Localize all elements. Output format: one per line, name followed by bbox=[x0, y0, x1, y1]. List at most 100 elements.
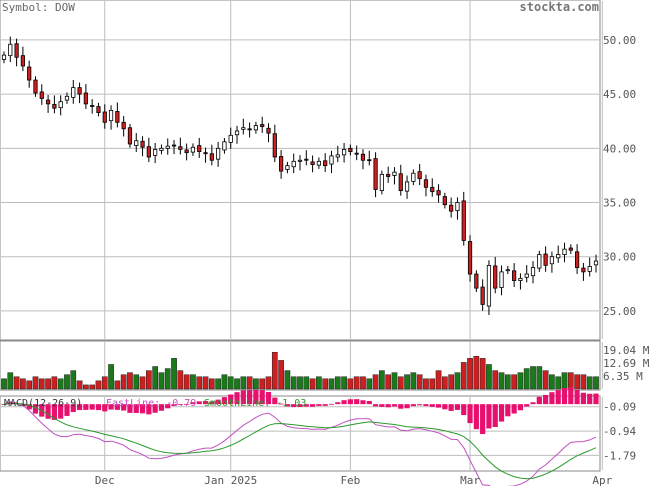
candle-body bbox=[203, 152, 208, 155]
volume-bar bbox=[45, 378, 51, 390]
candle bbox=[1, 51, 7, 64]
volume-bar bbox=[278, 360, 284, 390]
candle-body bbox=[71, 87, 76, 98]
macd-histogram-bar bbox=[322, 404, 328, 406]
volume-bar bbox=[208, 378, 215, 390]
macd-histogram-bar bbox=[20, 404, 26, 406]
macd-histogram-bar bbox=[228, 394, 234, 405]
macd-tick-label: -0.09 bbox=[603, 401, 636, 414]
volume-bar bbox=[227, 376, 234, 390]
volume-bar bbox=[567, 372, 574, 390]
candle-body bbox=[530, 267, 536, 277]
macd-histogram-bar bbox=[139, 404, 146, 414]
candle-body bbox=[228, 134, 233, 143]
macd-histogram-bar bbox=[524, 404, 530, 407]
candle bbox=[373, 152, 378, 198]
candle-body bbox=[291, 160, 296, 168]
macd-histogram-bar bbox=[568, 387, 574, 405]
macd-histogram-bar bbox=[372, 404, 379, 407]
macd-histogram-bar bbox=[335, 402, 341, 405]
candle-body bbox=[436, 190, 441, 196]
volume-bar bbox=[334, 376, 341, 390]
y-tick-label: 30.00 bbox=[603, 251, 636, 264]
volume-bar bbox=[523, 368, 530, 390]
volume-bar bbox=[397, 376, 404, 390]
macd-histogram-bar bbox=[435, 404, 442, 408]
macd-histogram-bar bbox=[278, 403, 284, 405]
volume-bar bbox=[460, 362, 467, 390]
macd-histogram-bar bbox=[574, 390, 580, 405]
volume-bar bbox=[347, 378, 354, 390]
candle-body bbox=[39, 91, 44, 99]
candle bbox=[568, 244, 573, 254]
candle bbox=[575, 244, 580, 274]
candle bbox=[140, 136, 145, 157]
macd-histogram-bar bbox=[70, 404, 76, 413]
candle-body bbox=[562, 248, 567, 255]
volume-bar bbox=[108, 364, 114, 390]
candle-body bbox=[247, 128, 252, 131]
macd-smooth-line bbox=[3, 402, 597, 480]
volume-bar bbox=[20, 378, 26, 390]
candle-body bbox=[27, 66, 32, 81]
macd-histogram-bar bbox=[190, 402, 196, 405]
volume-bar bbox=[259, 378, 266, 390]
macd-fast-label: FastLine: -0.79 bbox=[106, 398, 196, 409]
candle bbox=[530, 261, 536, 284]
candle-body bbox=[115, 111, 120, 123]
macd-panel-border bbox=[0, 395, 601, 472]
candle bbox=[247, 122, 252, 138]
candle bbox=[8, 36, 13, 63]
candle bbox=[430, 178, 435, 197]
candle bbox=[593, 254, 599, 273]
volume-bar bbox=[580, 374, 587, 390]
candle-body bbox=[455, 202, 460, 212]
volume-panel-border bbox=[0, 340, 601, 391]
candle-body bbox=[512, 270, 517, 281]
volume-bar bbox=[26, 380, 33, 390]
candle-body bbox=[234, 130, 240, 136]
candle bbox=[241, 118, 246, 135]
volume-bar bbox=[234, 378, 240, 390]
macd-histogram-bar bbox=[448, 404, 454, 411]
candle bbox=[134, 133, 139, 153]
macd-histogram-bar bbox=[404, 404, 410, 409]
candle bbox=[474, 270, 479, 292]
macd-histogram-bar bbox=[51, 404, 57, 420]
candle bbox=[549, 251, 555, 273]
candle bbox=[260, 116, 265, 134]
volume-bar bbox=[139, 376, 146, 390]
candle-body bbox=[197, 145, 202, 152]
candle-body bbox=[493, 265, 498, 289]
main-panel-border bbox=[0, 0, 601, 341]
x-tick-label: Mar bbox=[460, 474, 480, 486]
volume-bar bbox=[442, 376, 448, 390]
macd-histogram-bar bbox=[517, 404, 524, 411]
candle-body bbox=[480, 286, 485, 305]
candle-body bbox=[96, 106, 101, 113]
candle bbox=[272, 124, 277, 163]
volume-bar bbox=[177, 370, 184, 390]
candle bbox=[323, 153, 328, 173]
macd-histogram-bar bbox=[259, 390, 265, 405]
macd-histogram-bar bbox=[83, 404, 89, 410]
candle-body bbox=[83, 92, 88, 105]
macd-histogram-bar bbox=[587, 393, 593, 405]
candle bbox=[216, 141, 221, 167]
candle bbox=[115, 102, 120, 128]
candle bbox=[253, 121, 259, 134]
candle-body bbox=[386, 173, 391, 177]
macd-histogram-bar bbox=[291, 404, 297, 408]
macd-smooth-label: SmoothLine: -1.03 bbox=[204, 398, 306, 409]
candle bbox=[512, 263, 517, 287]
candle bbox=[39, 84, 44, 105]
volume-bar bbox=[416, 374, 423, 390]
macd-histogram-bar bbox=[410, 404, 416, 407]
candle-body bbox=[556, 254, 561, 259]
candle bbox=[33, 76, 38, 97]
candle-body bbox=[134, 140, 139, 147]
candle bbox=[480, 279, 485, 311]
volume-bar bbox=[221, 374, 228, 390]
volume-bar bbox=[120, 374, 127, 390]
